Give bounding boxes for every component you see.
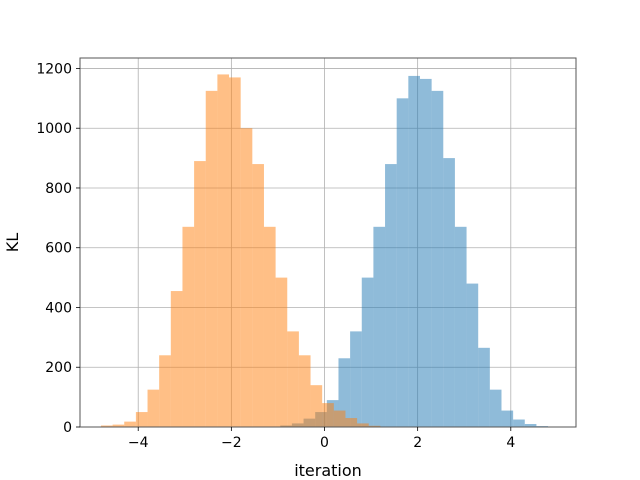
histogram-bar xyxy=(147,389,160,427)
histogram-bar xyxy=(194,161,206,427)
histogram-bar xyxy=(454,226,467,427)
x-tick-label: 0 xyxy=(320,435,329,451)
histogram-bar xyxy=(443,158,455,427)
histogram-bar xyxy=(489,389,502,427)
histogram-bar xyxy=(275,277,288,427)
histogram-bar xyxy=(350,331,362,427)
histogram-bar xyxy=(345,418,358,427)
histogram-bar xyxy=(124,421,136,427)
histogram-bar xyxy=(361,277,374,427)
y-tick-label: 200 xyxy=(45,360,72,376)
y-axis-label: KL xyxy=(3,233,22,252)
histogram-bar xyxy=(373,226,386,427)
histogram-bar xyxy=(159,355,171,427)
y-tick-label: 1000 xyxy=(36,121,72,137)
histogram-bar xyxy=(240,128,253,427)
histogram-bar xyxy=(217,74,230,427)
gridlines xyxy=(80,58,576,428)
y-tick-label: 800 xyxy=(45,181,72,197)
histogram-bar xyxy=(263,226,276,427)
histogram-bar xyxy=(478,347,490,427)
histogram-bar xyxy=(408,75,420,427)
x-tick-label: −4 xyxy=(128,435,149,451)
y-tick-label: 600 xyxy=(45,241,72,257)
histogram-bar xyxy=(513,419,525,427)
histogram-bar xyxy=(229,77,241,427)
histogram-bar xyxy=(182,226,195,427)
histogram-bar xyxy=(310,385,323,427)
histogram-bar xyxy=(112,424,125,427)
histogram-bar xyxy=(338,358,351,427)
y-tick-label: 400 xyxy=(45,300,72,316)
y-tick-label: 1200 xyxy=(36,61,72,77)
axis-ticks: −4 −2 0 2 4 0 200 400 600 800 1000 1200 xyxy=(36,61,515,451)
histogram-bar xyxy=(252,164,264,427)
histogram-bar xyxy=(322,403,334,427)
histogram-bar xyxy=(170,291,183,427)
x-tick-label: −2 xyxy=(221,435,242,451)
histogram-bar xyxy=(419,78,432,427)
x-tick-label: 2 xyxy=(413,435,422,451)
histogram-bar xyxy=(385,164,397,427)
histogram-bar xyxy=(466,283,479,427)
y-tick-label: 0 xyxy=(63,420,72,436)
histogram-bar xyxy=(100,425,113,427)
histogram-bar xyxy=(431,90,444,427)
x-tick-label: 4 xyxy=(506,435,515,451)
histogram-bars xyxy=(100,74,560,427)
x-axis-label: iteration xyxy=(294,461,362,480)
histogram-bar xyxy=(501,410,514,427)
histogram-bar xyxy=(135,412,148,427)
histogram-bar xyxy=(524,424,537,427)
histogram-bar xyxy=(357,423,369,427)
histogram-bar xyxy=(396,98,409,427)
histogram-bar xyxy=(298,355,311,427)
series-2-bars xyxy=(100,74,381,427)
histogram-bar xyxy=(333,410,346,427)
histogram-bar xyxy=(287,331,299,427)
histogram-bar xyxy=(205,90,218,427)
histogram-bar xyxy=(368,425,381,427)
plot-frame xyxy=(79,57,577,428)
